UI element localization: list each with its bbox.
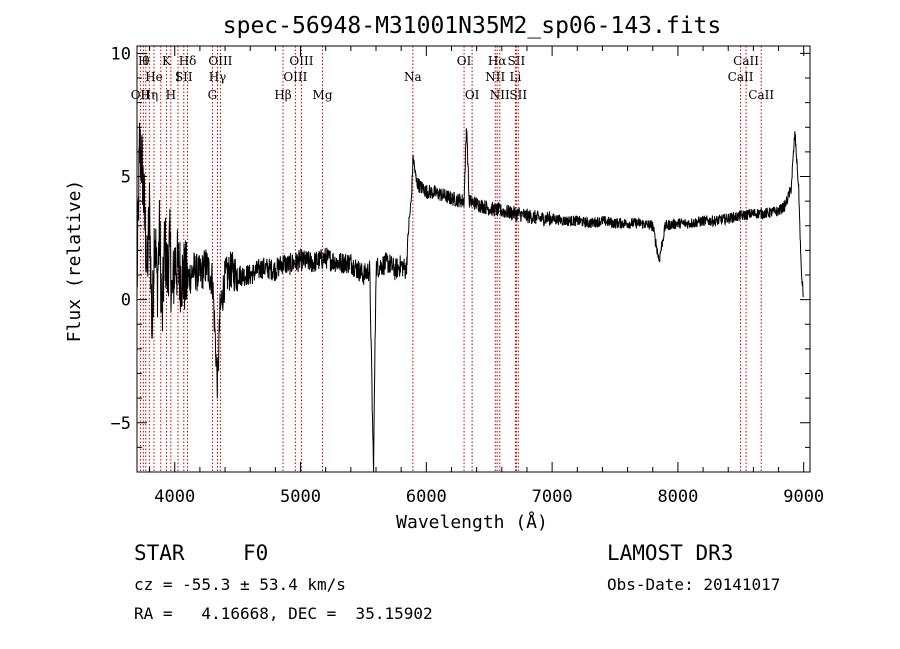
y-tick-label: 10	[111, 44, 131, 64]
y-tick-label: −5	[111, 414, 131, 434]
x-tick-label: 4000	[154, 487, 195, 507]
line-marker-label-13: OIII	[208, 54, 232, 68]
x-axis: 4000 5000 6000 7000 8000 9000	[149, 46, 824, 507]
line-marker-label-24: Li	[509, 70, 521, 84]
line-marker-label-11: G	[208, 88, 218, 102]
line-marker-label-23: NII	[490, 88, 510, 102]
x-tick-label: 5000	[280, 487, 321, 507]
survey-name: LAMOST DR3	[607, 541, 733, 565]
redshift-cz: cz = -55.3 ± 53.4 km/s	[134, 575, 346, 594]
line-marker-label-4: He	[145, 70, 163, 84]
y-tick-label: 5	[121, 168, 131, 188]
line-marker-label-7: H	[166, 88, 176, 102]
line-marker-label-25: SII	[508, 54, 526, 68]
spectrum-line	[136, 122, 804, 473]
x-tick-label: 7000	[532, 487, 573, 507]
plot-frame	[136, 45, 811, 473]
chart-title: spec-56948-M31001N35M2_sp06-143.fits	[223, 13, 722, 39]
line-marker-label-18: Na	[404, 70, 422, 84]
line-marker-label-9: SII	[175, 70, 193, 84]
line-marker-label-17: Mg	[313, 88, 333, 102]
line-markers: OIIHθHηHeKHISIIHδGHγOIIIHβOIIIOIIIMgNaOI…	[131, 46, 774, 472]
object-class: STAR	[134, 541, 185, 565]
line-marker-label-8: I	[176, 70, 181, 84]
line-marker-label-28: CaII	[733, 54, 759, 68]
y-axis: −5 0 5 10	[111, 44, 810, 473]
spectrum-line-group	[136, 122, 804, 473]
x-tick-label: 6000	[406, 487, 447, 507]
line-marker-label-14: Hβ	[274, 88, 291, 102]
y-axis-label: Flux (relative)	[64, 180, 85, 343]
line-marker-label-26: SII	[509, 88, 527, 102]
y-tick-label: 0	[121, 291, 131, 311]
line-marker-label-20: OI	[465, 88, 480, 102]
x-axis-label: Wavelength (Å)	[396, 511, 548, 533]
line-marker-label-16: OIII	[289, 54, 313, 68]
line-marker-label-12: Hγ	[209, 70, 227, 84]
line-marker-label-1: H	[138, 54, 148, 68]
line-marker-label-6: K	[162, 54, 172, 68]
line-marker-label-21: NII	[485, 70, 505, 84]
line-marker-label-15: OIII	[283, 70, 307, 84]
line-marker-label-2: θ	[142, 54, 149, 68]
line-marker-label-29: CaII	[748, 88, 774, 102]
x-tick-label: 9000	[783, 487, 824, 507]
line-marker-label-10: Hδ	[179, 54, 197, 68]
line-marker-label-27: CaII	[728, 70, 754, 84]
ra-dec: RA = 4.16668, DEC = 35.15902	[134, 604, 433, 623]
line-marker-label-19: OI	[457, 54, 472, 68]
obs-date: Obs-Date: 20141017	[607, 575, 780, 594]
line-marker-label-22: Hα	[488, 54, 507, 68]
object-subclass: F0	[243, 541, 268, 565]
line-marker-label-3: Hη	[140, 88, 158, 102]
x-tick-label: 8000	[657, 487, 698, 507]
